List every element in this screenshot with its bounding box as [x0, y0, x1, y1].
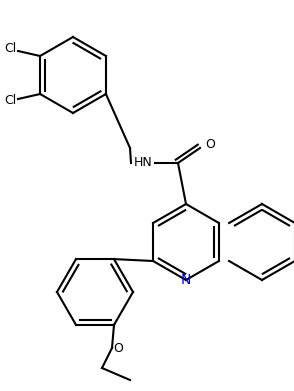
Text: O: O — [113, 341, 123, 355]
Text: Cl: Cl — [4, 43, 16, 56]
Text: O: O — [205, 138, 215, 151]
Text: Cl: Cl — [4, 95, 16, 108]
Text: HN: HN — [134, 156, 152, 170]
Text: N: N — [181, 273, 191, 287]
